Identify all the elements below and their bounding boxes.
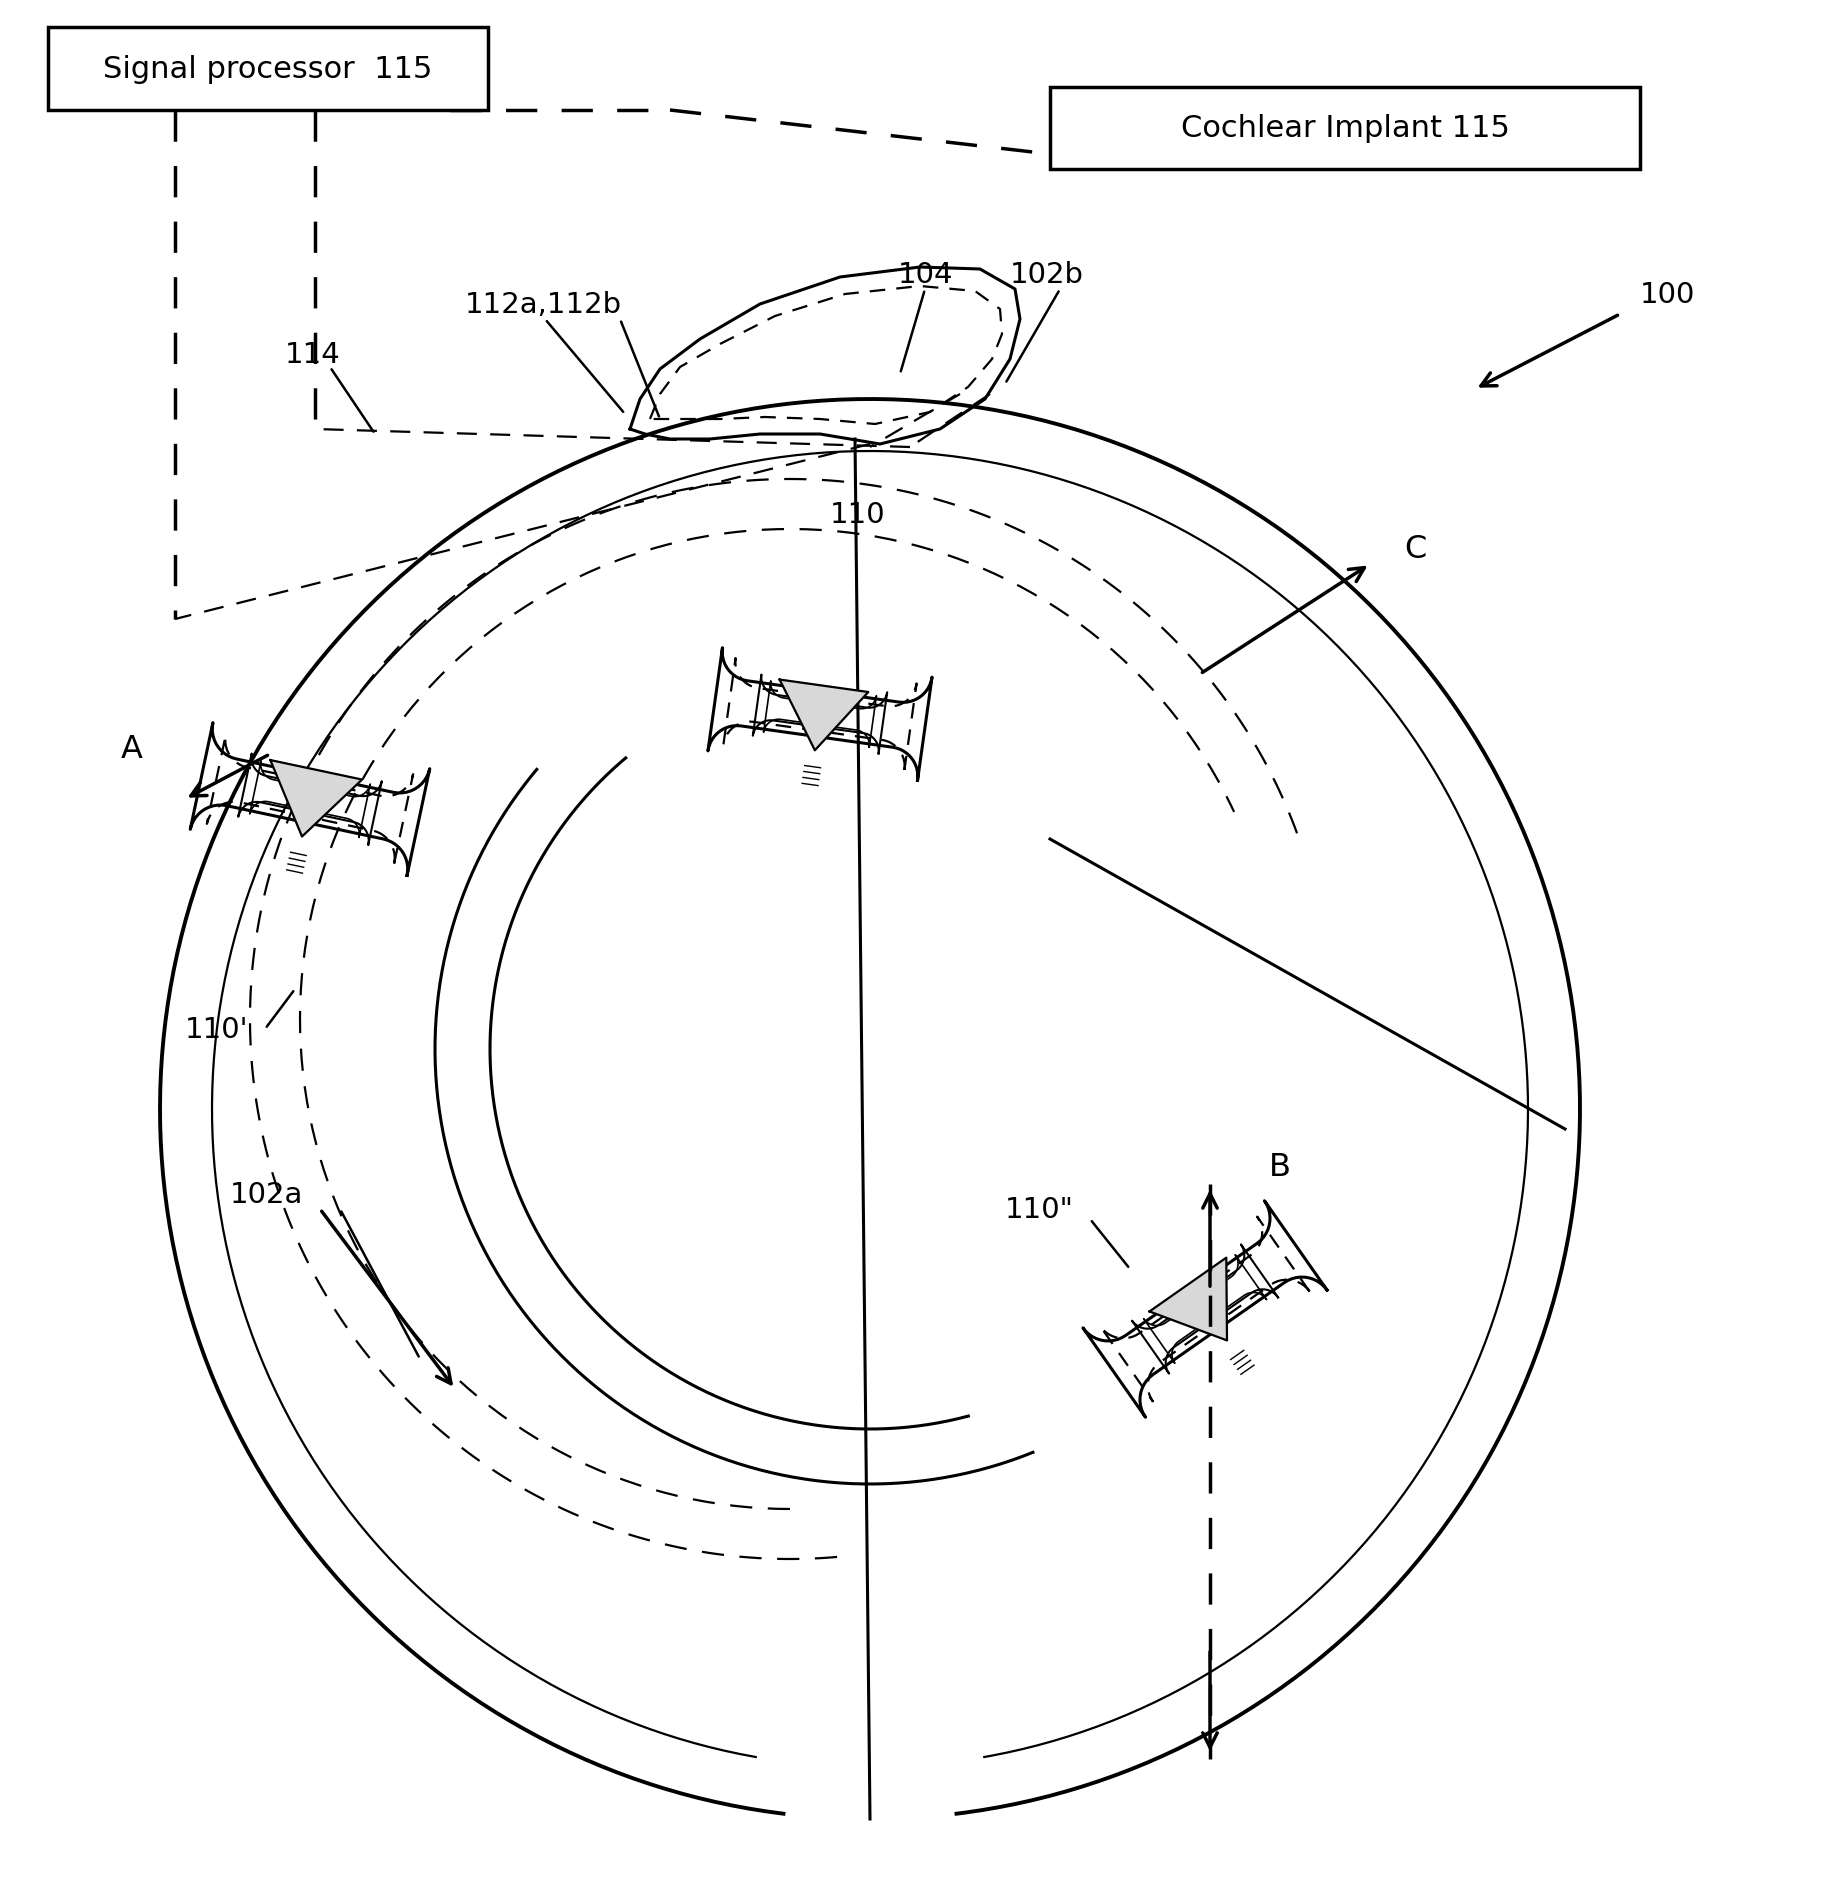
Polygon shape <box>1148 1258 1227 1341</box>
Text: C: C <box>1404 535 1426 565</box>
Text: 112a,112b: 112a,112b <box>465 291 622 319</box>
Text: 110': 110' <box>184 1016 248 1043</box>
Text: Signal processor  115: Signal processor 115 <box>104 55 432 83</box>
Text: 110": 110" <box>1004 1196 1074 1224</box>
Text: 102a: 102a <box>230 1181 303 1209</box>
Text: 100: 100 <box>1639 281 1694 308</box>
Text: A: A <box>120 735 142 765</box>
Polygon shape <box>270 761 363 837</box>
Text: 114: 114 <box>284 340 341 368</box>
Text: 110: 110 <box>829 501 886 529</box>
Bar <box>1050 89 1639 170</box>
Text: 102b: 102b <box>1010 261 1083 289</box>
Bar <box>47 28 489 111</box>
Text: 104: 104 <box>897 261 953 289</box>
Polygon shape <box>778 680 868 750</box>
Text: B: B <box>1269 1152 1291 1183</box>
Text: Cochlear Implant 115: Cochlear Implant 115 <box>1179 115 1509 144</box>
